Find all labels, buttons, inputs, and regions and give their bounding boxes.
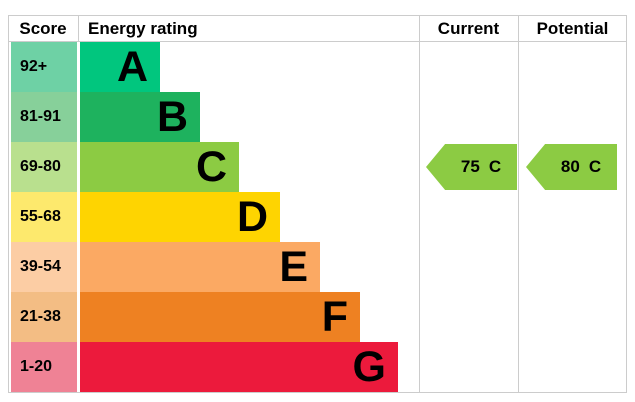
score-range-cell: 1-20 [11,342,77,392]
rating-bar-f: F [80,292,360,342]
rating-bar-e: E [80,242,320,292]
rating-letter: F [321,293,348,341]
potential-rating-arrow: 80 C [526,144,617,190]
rating-letter: D [236,193,268,241]
band-row-f: 21-38 F [0,292,635,342]
rating-bar-g: G [80,342,398,392]
rating-letter: A [116,43,148,91]
rating-letter: G [352,343,386,391]
potential-column-divider [518,15,519,393]
current-rating-value: 75 [460,157,480,176]
band-row-a: 92+ A [0,42,635,92]
potential-rating-letter: C [588,157,602,176]
rating-letter: E [279,243,308,291]
header-underline [8,41,627,42]
chart-frame [8,15,627,393]
band-row-g: 1-20 G [0,342,635,392]
current-column-divider [419,15,420,393]
band-row-d: 55-68 D [0,192,635,242]
score-range-cell: 69-80 [11,142,77,192]
column-header-score: Score [19,19,67,38]
score-range-cell: 55-68 [11,192,77,242]
rating-letter: C [195,143,227,191]
score-range-cell: 21-38 [11,292,77,342]
score-range-cell: 92+ [11,42,77,92]
column-header-current: Current [437,19,500,38]
column-header-energy-rating: Energy rating [88,19,198,38]
band-row-e: 39-54 E [0,242,635,292]
score-column-divider [78,15,79,42]
score-range-cell: 39-54 [11,242,77,292]
rating-bar-c: C [80,142,239,192]
rating-bar-a: A [80,42,160,92]
band-row-b: 81-91 B [0,92,635,142]
band-row-c: 69-80 C [0,142,635,192]
current-rating-letter: C [488,157,502,176]
current-rating-arrow: 75 C [426,144,517,190]
rating-letter: B [156,93,188,141]
column-header-potential: Potential [536,19,609,38]
potential-rating-value: 80 [560,157,580,176]
rating-bar-b: B [80,92,200,142]
rating-bar-d: D [80,192,280,242]
score-range-cell: 81-91 [11,92,77,142]
